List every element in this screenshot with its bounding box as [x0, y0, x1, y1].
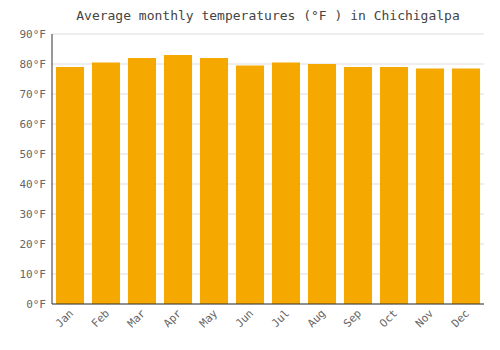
bar — [308, 64, 336, 304]
x-axis-line — [52, 304, 484, 305]
bar — [128, 58, 156, 304]
y-tick-label: 20°F — [20, 238, 47, 251]
chart-container: Average monthly temperatures (°F ) in Ch… — [0, 0, 500, 350]
x-tick-label: Nov — [413, 307, 437, 331]
bars — [56, 55, 480, 304]
bar — [380, 67, 408, 304]
bar — [452, 69, 480, 305]
bar — [272, 63, 300, 305]
x-tick-label: Feb — [89, 307, 112, 330]
bar — [344, 67, 372, 304]
x-tick-label: May — [197, 307, 221, 331]
x-tick-label: Dec — [449, 307, 472, 330]
x-tick-label: Oct — [377, 307, 400, 330]
grid — [52, 34, 484, 304]
x-tick-label: Aug — [305, 307, 328, 330]
y-tick-label: 80°F — [20, 58, 47, 71]
x-axis: Jan Feb Mar Apr May Jun Jul Aug Sep Oct Nov Dec — [53, 307, 472, 331]
y-tick-label: 40°F — [20, 178, 47, 191]
bar — [200, 58, 228, 304]
x-tick-label: Jul — [269, 307, 292, 330]
chart: Average monthly temperatures (°F ) in Ch… — [0, 0, 500, 350]
x-tick-label: Jun — [233, 307, 256, 330]
x-tick-label: Jan — [53, 307, 76, 330]
y-axis-line — [52, 34, 53, 304]
y-axis: 0°F 10°F 20°F 30°F 40°F 50°F 60°F 70°F 80°F 90°F — [20, 28, 47, 311]
x-tick-label: Apr — [161, 307, 185, 331]
title: Average monthly temperatures (°F ) in Ch… — [76, 8, 460, 23]
grid-line — [52, 34, 484, 35]
bar — [56, 67, 84, 304]
bar — [92, 63, 120, 305]
grid-line — [52, 304, 484, 305]
y-tick-label: 60°F — [20, 118, 47, 131]
x-tick-label: Sep — [341, 307, 364, 330]
y-tick-label: 50°F — [20, 148, 47, 161]
y-tick-label: 0°F — [26, 298, 46, 311]
y-tick-label: 30°F — [20, 208, 47, 221]
bar — [416, 69, 444, 305]
y-tick-label: 70°F — [20, 88, 47, 101]
y-tick-label: 90°F — [20, 28, 47, 41]
bar — [164, 55, 192, 304]
x-tick-label: Mar — [125, 307, 149, 331]
y-tick-label: 10°F — [20, 268, 47, 281]
bar — [236, 66, 264, 305]
